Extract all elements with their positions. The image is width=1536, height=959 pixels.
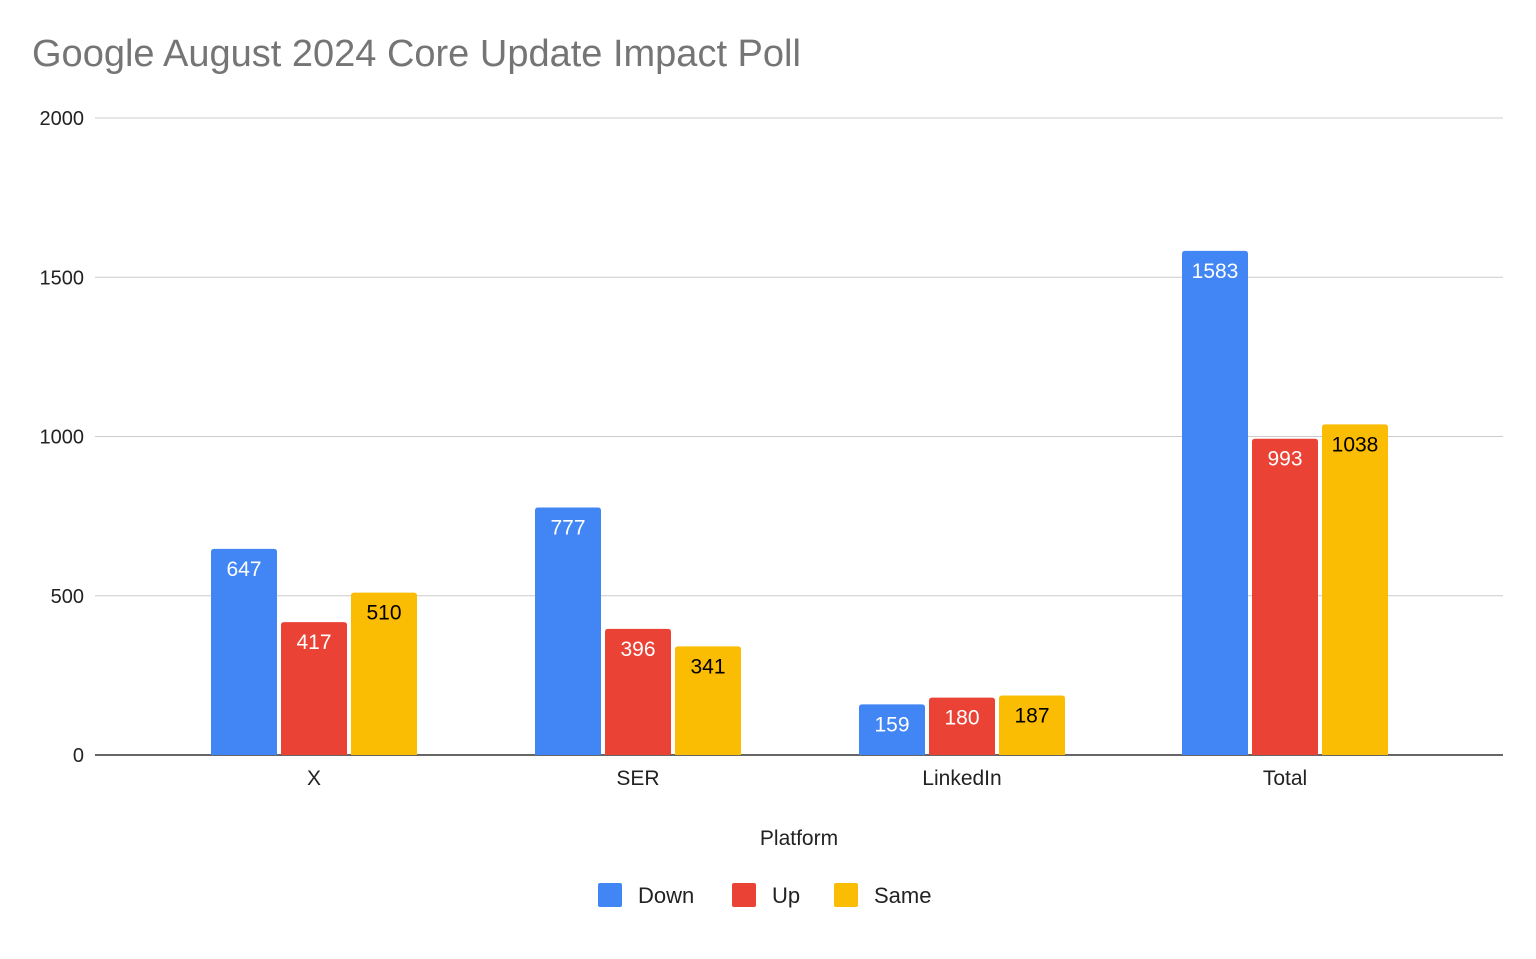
y-tick-label: 1500 bbox=[40, 267, 85, 289]
data-label: 341 bbox=[690, 655, 725, 678]
legend-label: Same bbox=[874, 883, 931, 908]
x-tick-label: X bbox=[307, 767, 321, 790]
legend-label: Up bbox=[772, 883, 800, 908]
x-tick-label: LinkedIn bbox=[922, 767, 1001, 790]
y-tick-label: 500 bbox=[51, 586, 84, 608]
legend-item-down[interactable]: Down bbox=[598, 883, 694, 908]
data-label: 180 bbox=[944, 707, 979, 730]
bar-down bbox=[211, 548, 277, 755]
data-label: 647 bbox=[226, 558, 261, 581]
bar-up bbox=[1252, 438, 1318, 755]
data-label: 1038 bbox=[1332, 433, 1379, 456]
chart-title: Google August 2024 Core Update Impact Po… bbox=[32, 33, 801, 75]
bar-same bbox=[351, 592, 417, 755]
data-label: 777 bbox=[550, 517, 585, 540]
data-label: 187 bbox=[1014, 704, 1049, 727]
legend-item-same[interactable]: Same bbox=[834, 883, 931, 908]
legend-swatch bbox=[732, 883, 756, 907]
data-label: 417 bbox=[296, 631, 331, 654]
y-tick-label: 2000 bbox=[40, 108, 85, 130]
bar-up bbox=[605, 628, 671, 755]
bar-down bbox=[535, 507, 601, 755]
bar-up bbox=[281, 622, 347, 755]
data-label: 510 bbox=[366, 602, 401, 625]
data-label: 159 bbox=[874, 713, 909, 736]
bar-same bbox=[1322, 424, 1388, 755]
x-axis-title: Platform bbox=[760, 827, 838, 850]
data-label: 396 bbox=[620, 638, 655, 661]
x-tick-label: Total bbox=[1263, 767, 1307, 790]
data-label: 1583 bbox=[1192, 260, 1239, 283]
bar-down bbox=[1182, 250, 1248, 755]
bar-up bbox=[929, 697, 995, 755]
x-tick-label: SER bbox=[616, 767, 659, 790]
legend-label: Down bbox=[638, 883, 694, 908]
y-tick-label: 1000 bbox=[40, 427, 85, 449]
bar-same bbox=[999, 695, 1065, 755]
y-tick-label: 0 bbox=[73, 745, 84, 767]
legend-swatch bbox=[598, 883, 622, 907]
bar-down bbox=[859, 704, 925, 755]
data-label: 993 bbox=[1267, 448, 1302, 471]
legend-item-up[interactable]: Up bbox=[732, 883, 800, 908]
bar-same bbox=[675, 646, 741, 755]
legend-swatch bbox=[834, 883, 858, 907]
